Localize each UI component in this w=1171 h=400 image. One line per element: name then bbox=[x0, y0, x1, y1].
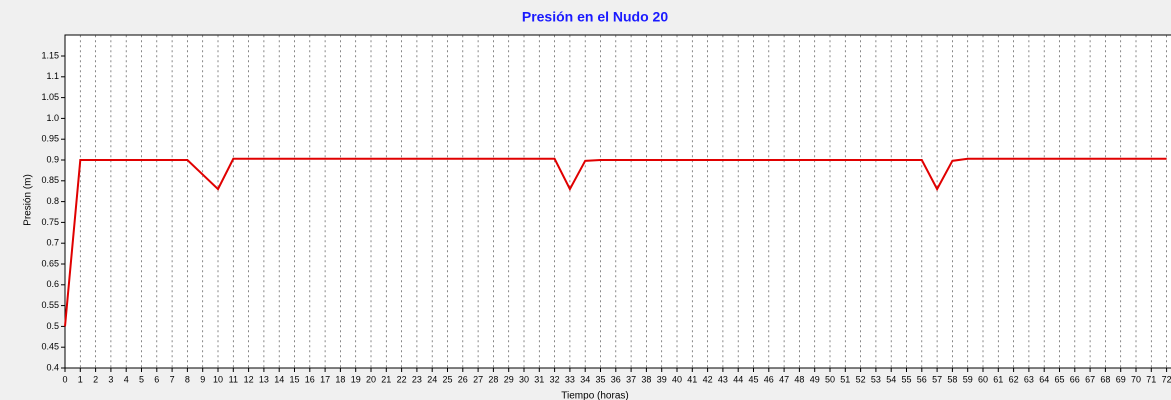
x-tick-label: 0 bbox=[62, 374, 67, 384]
y-axis-label: Presión (m) bbox=[23, 174, 34, 226]
y-tick-label: 0.95 bbox=[41, 134, 59, 144]
y-tick-label: 1.1 bbox=[46, 71, 59, 81]
y-tick-label: 0.4 bbox=[46, 362, 59, 372]
x-tick-label: 8 bbox=[185, 374, 190, 384]
x-tick-label: 53 bbox=[871, 374, 881, 384]
x-tick-label: 41 bbox=[687, 374, 697, 384]
x-tick-label: 71 bbox=[1146, 374, 1156, 384]
x-tick-label: 55 bbox=[901, 374, 911, 384]
x-tick-label: 64 bbox=[1039, 374, 1049, 384]
x-tick-label: 16 bbox=[305, 374, 315, 384]
x-tick-label: 31 bbox=[534, 374, 544, 384]
y-tick-label: 0.8 bbox=[46, 196, 59, 206]
x-tick-label: 58 bbox=[947, 374, 957, 384]
x-tick-label: 26 bbox=[458, 374, 468, 384]
x-tick-label: 11 bbox=[229, 374, 238, 384]
x-tick-label: 13 bbox=[259, 374, 269, 384]
x-tick-label: 62 bbox=[1009, 374, 1019, 384]
x-tick-label: 20 bbox=[366, 374, 376, 384]
x-tick-label: 19 bbox=[351, 374, 361, 384]
x-tick-label: 2 bbox=[93, 374, 98, 384]
x-tick-label: 44 bbox=[733, 374, 743, 384]
x-tick-label: 48 bbox=[794, 374, 804, 384]
y-tick-label: 0.85 bbox=[41, 175, 59, 185]
x-tick-label: 60 bbox=[978, 374, 988, 384]
y-tick-label: 1.15 bbox=[41, 50, 59, 60]
x-tick-label: 56 bbox=[917, 374, 927, 384]
x-tick-label: 42 bbox=[703, 374, 713, 384]
x-tick-label: 4 bbox=[124, 374, 129, 384]
x-tick-label: 47 bbox=[779, 374, 789, 384]
y-tick-label: 0.6 bbox=[46, 279, 59, 289]
x-tick-label: 38 bbox=[641, 374, 651, 384]
x-tick-label: 72 bbox=[1162, 374, 1171, 384]
y-tick-label: 0.7 bbox=[46, 238, 59, 248]
x-tick-label: 7 bbox=[170, 374, 175, 384]
x-tick-label: 25 bbox=[442, 374, 452, 384]
y-tick-label: 1.0 bbox=[46, 113, 59, 123]
x-tick-label: 22 bbox=[397, 374, 407, 384]
x-axis-label: Tiempo (horas) bbox=[561, 391, 628, 400]
x-tick-label: 54 bbox=[886, 374, 896, 384]
x-tick-label: 35 bbox=[595, 374, 605, 384]
x-tick-label: 6 bbox=[154, 374, 159, 384]
x-tick-label: 5 bbox=[139, 374, 144, 384]
x-tick-label: 70 bbox=[1131, 374, 1141, 384]
x-tick-label: 33 bbox=[565, 374, 575, 384]
x-tick-label: 65 bbox=[1054, 374, 1064, 384]
x-tick-label: 50 bbox=[825, 374, 835, 384]
x-tick-label: 36 bbox=[611, 374, 621, 384]
x-tick-label: 17 bbox=[320, 374, 330, 384]
x-tick-label: 66 bbox=[1070, 374, 1080, 384]
x-tick-label: 52 bbox=[856, 374, 866, 384]
x-tick-label: 29 bbox=[504, 374, 514, 384]
x-tick-label: 12 bbox=[244, 374, 254, 384]
x-tick-label: 21 bbox=[381, 374, 391, 384]
x-tick-label: 30 bbox=[519, 374, 529, 384]
x-tick-label: 27 bbox=[473, 374, 483, 384]
x-tick-label: 43 bbox=[718, 374, 728, 384]
x-tick-label: 34 bbox=[580, 374, 590, 384]
y-tick-label: 0.55 bbox=[41, 300, 59, 310]
x-tick-label: 49 bbox=[810, 374, 820, 384]
x-tick-label: 23 bbox=[412, 374, 422, 384]
chart-title: Presión en el Nudo 20 bbox=[522, 9, 668, 25]
x-tick-label: 45 bbox=[748, 374, 758, 384]
x-tick-label: 24 bbox=[427, 374, 437, 384]
x-tick-label: 39 bbox=[657, 374, 667, 384]
x-tick-label: 15 bbox=[289, 374, 299, 384]
x-tick-label: 61 bbox=[993, 374, 1003, 384]
plot-area bbox=[64, 34, 1171, 369]
y-tick-label: 0.5 bbox=[46, 321, 59, 331]
x-tick-label: 69 bbox=[1116, 374, 1126, 384]
y-tick-label: 1.05 bbox=[41, 92, 59, 102]
x-tick-label: 1 bbox=[78, 374, 83, 384]
x-tick-label: 68 bbox=[1100, 374, 1110, 384]
x-tick-label: 10 bbox=[213, 374, 223, 384]
y-tick-label: 0.45 bbox=[41, 342, 59, 352]
x-tick-label: 28 bbox=[488, 374, 498, 384]
x-tick-label: 32 bbox=[550, 374, 560, 384]
y-tick-label: 0.9 bbox=[46, 154, 59, 164]
x-tick-label: 40 bbox=[672, 374, 682, 384]
y-tick-label: 0.75 bbox=[41, 217, 59, 227]
x-tick-label: 3 bbox=[108, 374, 113, 384]
x-tick-label: 67 bbox=[1085, 374, 1095, 384]
x-tick-label: 59 bbox=[963, 374, 973, 384]
x-tick-label: 18 bbox=[335, 374, 345, 384]
x-tick-label: 37 bbox=[626, 374, 636, 384]
x-tick-label: 63 bbox=[1024, 374, 1034, 384]
series-line bbox=[64, 157, 1167, 327]
x-tick-label: 57 bbox=[932, 374, 942, 384]
x-tick-label: 46 bbox=[764, 374, 774, 384]
y-tick-label: 0.65 bbox=[41, 258, 59, 268]
x-tick-label: 14 bbox=[274, 374, 284, 384]
x-tick-label: 9 bbox=[200, 374, 205, 384]
x-tick-label: 51 bbox=[840, 374, 850, 384]
